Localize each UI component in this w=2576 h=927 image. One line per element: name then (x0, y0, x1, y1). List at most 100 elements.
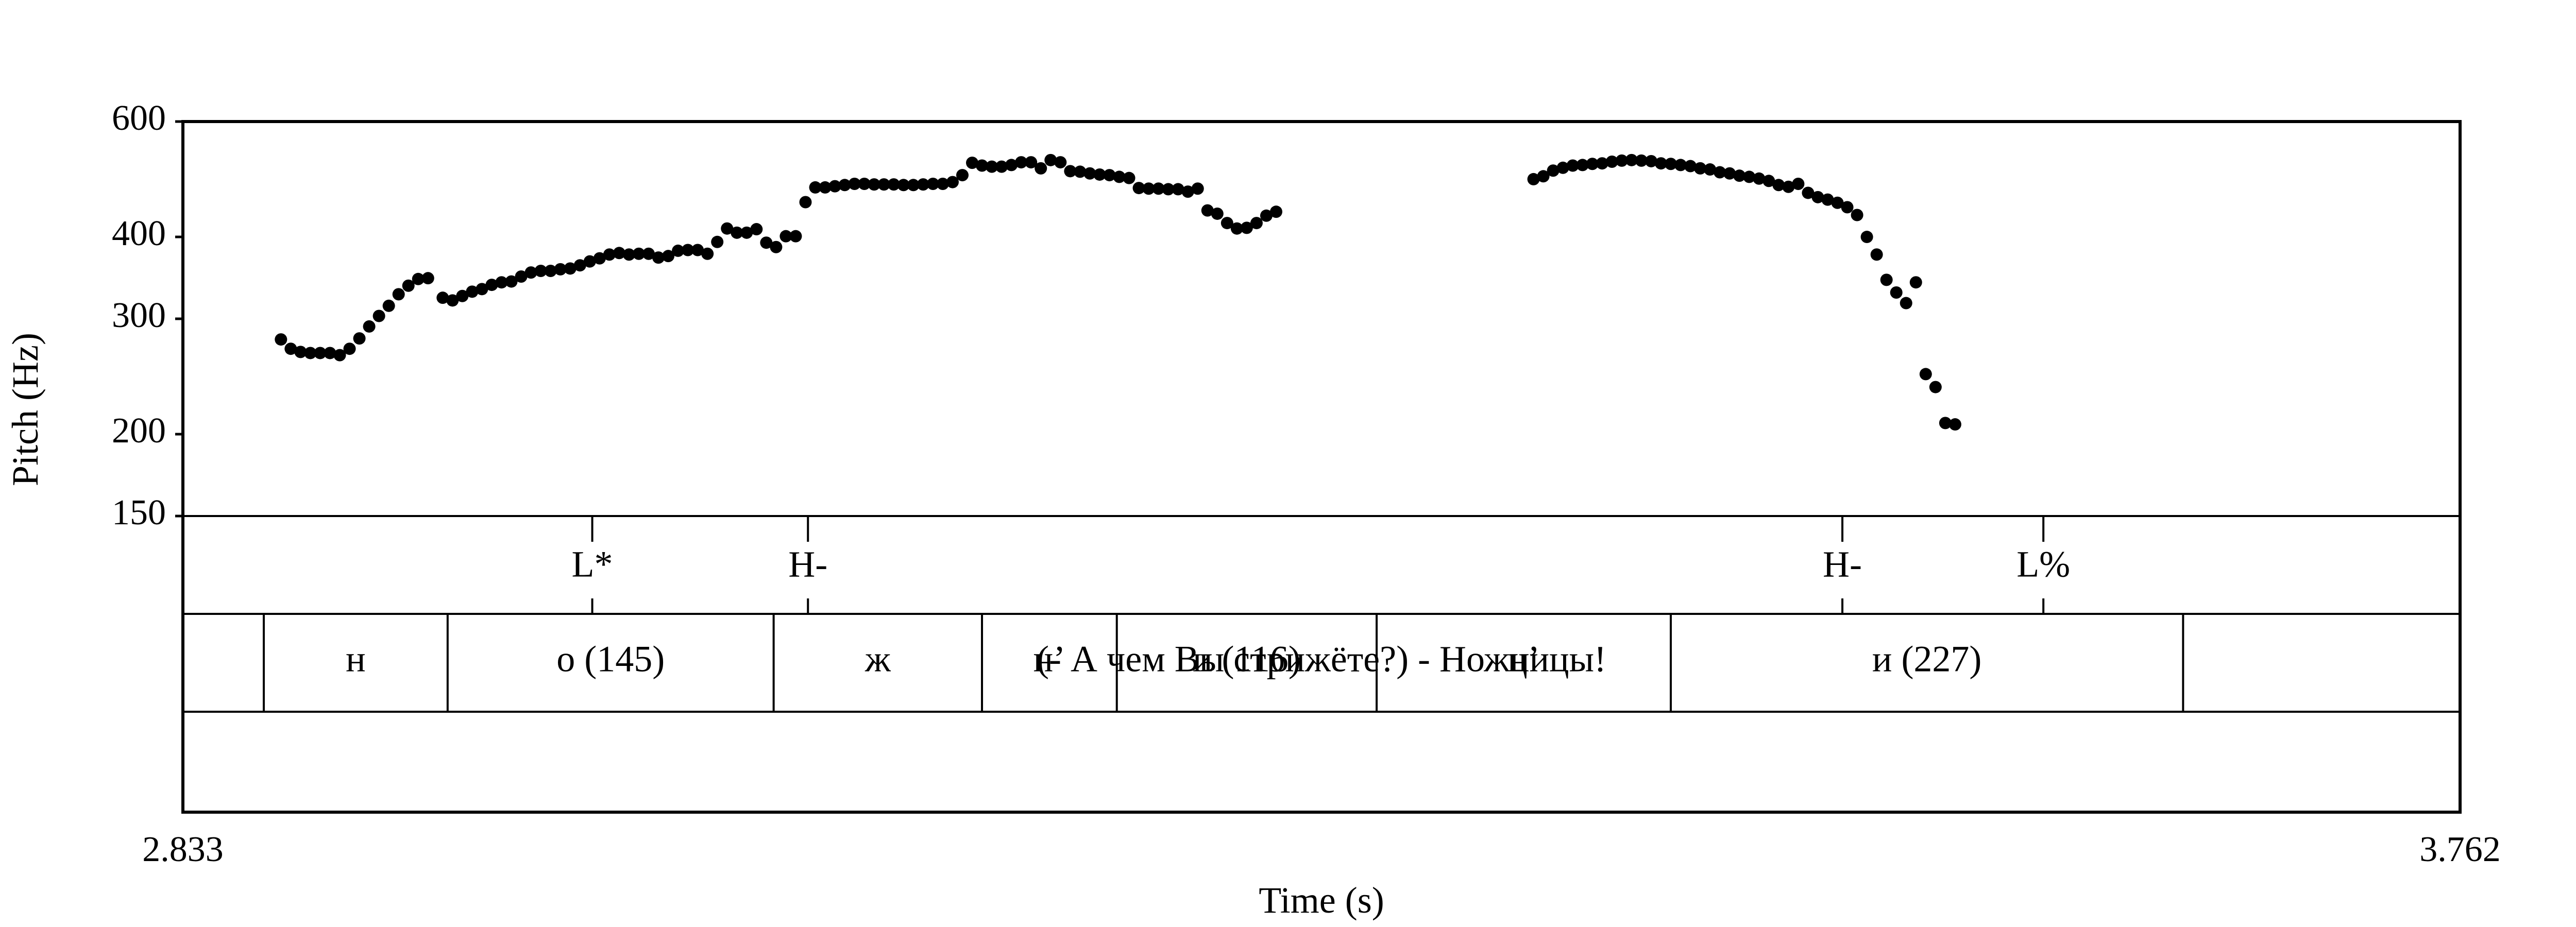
pitch-point (868, 178, 880, 191)
pitch-point (1566, 159, 1579, 172)
pitch-point (466, 285, 479, 298)
x-tick-label-end: 3.762 (2419, 830, 2501, 869)
pitch-point (1723, 167, 1736, 180)
pitch-point (926, 178, 939, 191)
pitch-point (858, 178, 871, 191)
y-tick-label: 200 (112, 411, 166, 451)
pitch-point (284, 342, 297, 355)
pitch-point (887, 178, 900, 191)
pitch-point (701, 247, 714, 260)
pitch-point (294, 346, 307, 358)
x-axis-title: Time (s) (1259, 880, 1384, 921)
pitch-point (770, 241, 783, 253)
pitch-point (652, 251, 665, 264)
sentence-label: (- А чем Вы стрижёте?) - Ножницы! (1037, 639, 1606, 680)
segment-label: и (116) (1193, 639, 1301, 680)
pitch-point (515, 270, 528, 283)
pitch-point (1948, 418, 1961, 431)
pitch-point (1635, 154, 1648, 167)
pitch-point (672, 244, 685, 257)
pitch-point (1811, 191, 1824, 203)
segment-label: и (227) (1872, 639, 1981, 680)
pitch-point (682, 244, 694, 256)
pitch-point (1064, 165, 1077, 178)
pitch-point (632, 247, 645, 260)
pitch-point (750, 223, 763, 236)
pitch-point (1537, 170, 1550, 183)
pitch-point (485, 279, 498, 291)
pitch-point (1821, 193, 1834, 206)
pitch-point (1615, 154, 1628, 167)
pitch-point (1929, 381, 1942, 393)
pitch-point (1015, 156, 1028, 169)
pitch-point (976, 159, 989, 172)
pitch-point (946, 176, 959, 188)
pitch-point (1802, 186, 1815, 199)
pitch-point (1596, 157, 1608, 170)
pitch-point (382, 299, 395, 312)
pitch-point (622, 248, 635, 261)
pitch-point (1260, 209, 1273, 222)
pitch-point (819, 181, 832, 194)
pitch-point (593, 252, 606, 265)
pitch-point (1250, 217, 1263, 230)
y-ticks: 150 200 300 400 600 (112, 98, 183, 533)
pitch-point (412, 272, 425, 285)
pitch-point (966, 157, 979, 169)
pitch-point (524, 266, 537, 279)
pitch-point (1103, 169, 1116, 182)
segment-label: ж (865, 639, 891, 680)
pitch-point (1083, 167, 1096, 180)
pitch-point (662, 250, 675, 263)
pitch-point (363, 320, 376, 333)
pitch-point (1230, 222, 1243, 235)
x-tick-label-start: 2.833 (142, 830, 224, 869)
pitch-point (1221, 217, 1233, 230)
pitch-point (1201, 204, 1214, 217)
pitch-point (1743, 170, 1756, 183)
pitch-point (392, 288, 405, 301)
pitch-point (583, 255, 596, 268)
pitch-point (1035, 162, 1047, 175)
pitch-point (1025, 156, 1038, 169)
pitch-point (711, 235, 724, 248)
pitch-point (1753, 172, 1766, 185)
y-tick-label: 400 (112, 214, 166, 253)
pitch-point (446, 294, 459, 307)
pitch-point (740, 226, 753, 239)
pitch-point (1890, 286, 1903, 299)
pitch-point (760, 236, 773, 249)
pitch-point (1772, 179, 1785, 192)
pitch-point (333, 349, 346, 362)
segment-label: н (346, 639, 366, 680)
pitch-point (1123, 171, 1136, 184)
pitch-plot-frame (181, 120, 2462, 814)
pitch-point (1162, 183, 1175, 196)
pitch-point (1851, 209, 1863, 221)
pitch-point (1113, 170, 1126, 183)
segment-label: н’ (1033, 639, 1066, 680)
pitch-point (573, 259, 586, 272)
pitch-point (1714, 166, 1726, 179)
pitch-point (907, 179, 920, 192)
pitch-point (456, 289, 469, 302)
pitch-point (1664, 158, 1677, 170)
segment-label: ц’ (1507, 639, 1540, 680)
pitch-point (1191, 182, 1204, 195)
pitch-point (1044, 153, 1057, 166)
pitch-point (809, 181, 822, 194)
pitch-point (721, 222, 734, 235)
pitch-point (799, 196, 812, 209)
pitch-point (1900, 297, 1912, 310)
pitch-point (1674, 159, 1687, 171)
pitch-point (476, 283, 488, 296)
pitch-point (1586, 158, 1599, 170)
pitch-points (275, 153, 1961, 431)
pitch-point (1132, 182, 1145, 195)
pitch-point (956, 169, 969, 182)
pitch-point (1547, 164, 1560, 177)
pitch-point (1654, 157, 1667, 170)
y-tick-label: 150 (112, 493, 166, 533)
pitch-point (691, 244, 704, 256)
